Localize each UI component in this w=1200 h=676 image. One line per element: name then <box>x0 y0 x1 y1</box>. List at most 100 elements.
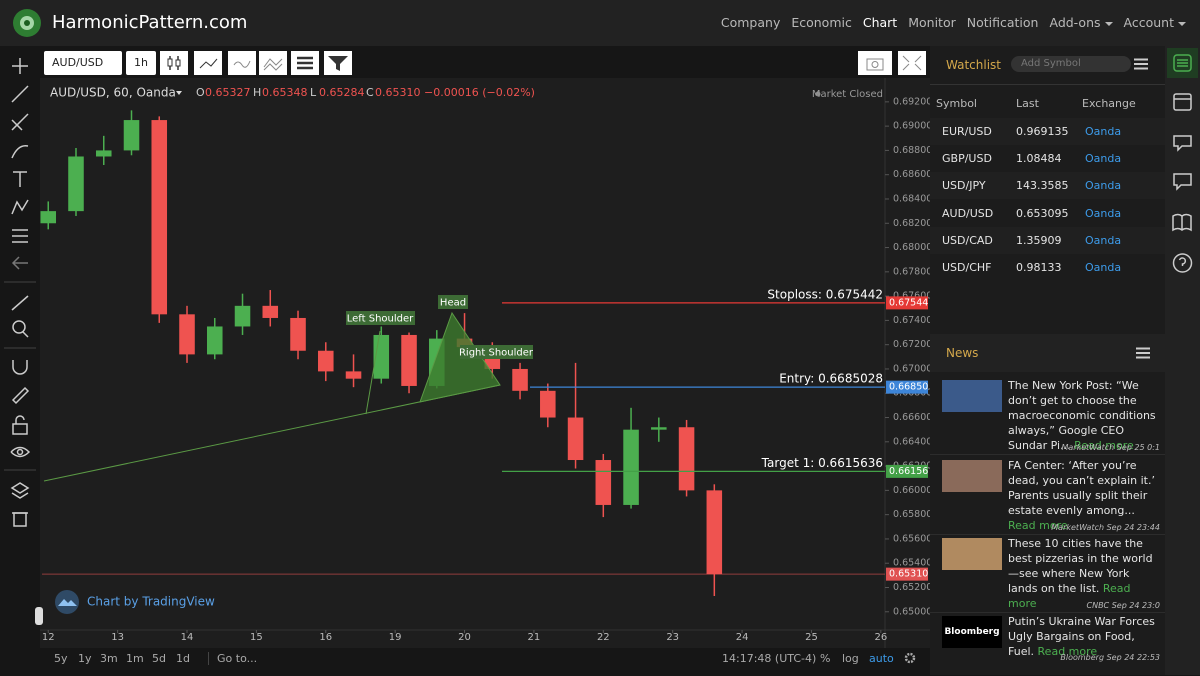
news-item[interactable]: The New York Post: “We don’t get to choo… <box>930 378 1165 455</box>
tool-lock[interactable] <box>12 415 28 435</box>
tool-pattern[interactable] <box>11 199 29 215</box>
nav-link[interactable]: Add-ons <box>1049 15 1112 30</box>
nav-link[interactable]: Company <box>720 15 781 30</box>
tool-ruler[interactable] <box>11 295 29 311</box>
tool-magnet[interactable] <box>12 360 28 375</box>
icon-chat[interactable] <box>1173 135 1192 152</box>
add-symbol-input[interactable]: Add Symbol <box>1011 56 1131 72</box>
tool-trendline[interactable] <box>11 85 29 103</box>
news-thumbnail <box>942 380 1002 412</box>
range-button[interactable]: 5d <box>152 652 166 665</box>
tool-measure[interactable] <box>12 229 28 243</box>
candle-body <box>95 150 112 157</box>
candle-body <box>401 334 417 386</box>
candle-body <box>151 120 168 315</box>
watchlist-cell: 0.98133 <box>1016 261 1062 274</box>
caret <box>176 91 182 95</box>
watchlist-row[interactable]: USD/JPY 143.3585 Oanda <box>930 172 1165 200</box>
read-more[interactable]: Read more <box>1037 645 1098 658</box>
scale-option[interactable]: log <box>842 652 859 665</box>
tool-back[interactable] <box>11 256 28 270</box>
y-tick-label: 0.66400 <box>893 436 930 447</box>
watchlist-row[interactable]: GBP/USD 1.08484 Oanda <box>930 145 1165 173</box>
candle-body <box>68 156 84 212</box>
news-menu[interactable] <box>1136 347 1150 359</box>
candle-body <box>678 427 695 491</box>
snapshot-button[interactable] <box>858 51 892 75</box>
read-more[interactable]: Read more <box>1008 582 1131 610</box>
symbol-input[interactable]: AUD/USD <box>44 51 122 75</box>
tool-trash[interactable] <box>12 512 28 527</box>
y-tick-label: 0.68600 <box>893 169 930 180</box>
nav-link[interactable]: Chart <box>862 15 898 30</box>
candle-body <box>234 305 251 327</box>
scale-option[interactable]: % <box>820 652 831 665</box>
range-button[interactable]: 5y <box>54 652 68 665</box>
icon-messages[interactable] <box>1173 173 1192 191</box>
range-button[interactable]: 1m <box>126 652 144 665</box>
x-tick-label: 13 <box>111 632 124 643</box>
tool-text[interactable] <box>13 171 27 187</box>
tool-fib[interactable] <box>11 113 29 131</box>
watchlist-cell: Oanda <box>1085 152 1122 166</box>
x-tick-label: 23 <box>666 632 679 643</box>
range-button[interactable]: 3m <box>100 652 118 665</box>
read-more[interactable]: Read more <box>1074 439 1134 452</box>
watchlist-row[interactable]: AUD/USD 0.653095 Oanda <box>930 199 1165 227</box>
y-tick-label: 0.67000 <box>893 363 930 374</box>
status-dot <box>815 91 821 97</box>
news-item[interactable]: FA Center: ‘After you’re dead, you can’t… <box>930 458 1165 535</box>
watchlist-row[interactable]: EUR/USD 0.969135 Oanda <box>930 118 1165 145</box>
read-more[interactable]: Read more <box>1008 519 1068 532</box>
nav-link[interactable]: Notification <box>966 15 1039 30</box>
watchlist-row[interactable]: USD/CHF 0.98133 Oanda <box>930 254 1165 281</box>
range-button[interactable]: 1y <box>78 652 92 665</box>
settings-button[interactable] <box>904 652 916 664</box>
brand[interactable]: HarmonicPattern.com <box>52 12 248 33</box>
watchlist-menu[interactable] <box>1134 58 1148 70</box>
news-item[interactable]: These 10 cities have the best pizzerias … <box>930 536 1165 613</box>
scale-option[interactable]: auto <box>869 652 894 665</box>
tv-logo-mark <box>58 599 77 606</box>
y-tick-label: 0.69200 <box>893 96 930 107</box>
goto-button[interactable]: Go to... <box>208 652 257 665</box>
tool-zoom[interactable] <box>12 320 29 338</box>
watchlist-row[interactable]: USD/CAD 1.35909 Oanda <box>930 226 1165 254</box>
range-button[interactable]: 1d <box>176 652 190 665</box>
news-source: Bloomberg Sep 24 22:53 <box>1060 653 1160 662</box>
compare-button[interactable] <box>228 51 256 75</box>
watchlist-cell: AUD/USD <box>942 206 994 220</box>
tool-eye[interactable] <box>10 446 31 458</box>
news-item[interactable]: Bloomberg Putin’s Ukraine War Forces Ugly… <box>942 614 1162 664</box>
x-tick-label: 12 <box>42 632 55 643</box>
candle-body <box>318 350 334 372</box>
candle-style-button[interactable] <box>160 51 188 75</box>
annotation-box <box>346 311 415 325</box>
column-header: Symbol <box>936 97 977 110</box>
level-label: Target 1: 0.6615636 <box>761 456 883 470</box>
nav-link[interactable]: Account <box>1124 15 1186 30</box>
collapse-handle[interactable] <box>35 607 43 625</box>
x-tick-label: 16 <box>319 632 332 643</box>
clock: 14:17:48 (UTC-4) <box>722 652 817 665</box>
interval-button[interactable]: 1h <box>126 51 156 75</box>
tool-brush[interactable] <box>11 145 29 159</box>
tool-crosshair[interactable] <box>12 58 28 74</box>
tool-layers[interactable] <box>10 482 30 499</box>
overlay-button[interactable] <box>259 51 287 75</box>
y-tick-label: 0.66600 <box>893 412 930 423</box>
nav-link[interactable]: Monitor <box>908 15 956 30</box>
nav-link[interactable]: Economic <box>791 15 852 30</box>
icon-help[interactable] <box>1172 253 1193 273</box>
news-divider <box>930 534 1165 535</box>
fullscreen-button[interactable] <box>898 51 926 75</box>
icon-book[interactable] <box>1172 213 1192 232</box>
tool-lock-draw[interactable] <box>11 386 30 405</box>
ohlc-key: O <box>196 86 205 99</box>
candle-body <box>123 120 140 151</box>
annotation-box <box>438 295 468 309</box>
news-source: CNBC Sep 24 23:0 <box>1086 601 1161 610</box>
watchlist-cell: Oanda <box>1085 179 1122 193</box>
icon-calendar[interactable] <box>1173 93 1192 111</box>
icon-watchlist[interactable] <box>1173 54 1192 72</box>
